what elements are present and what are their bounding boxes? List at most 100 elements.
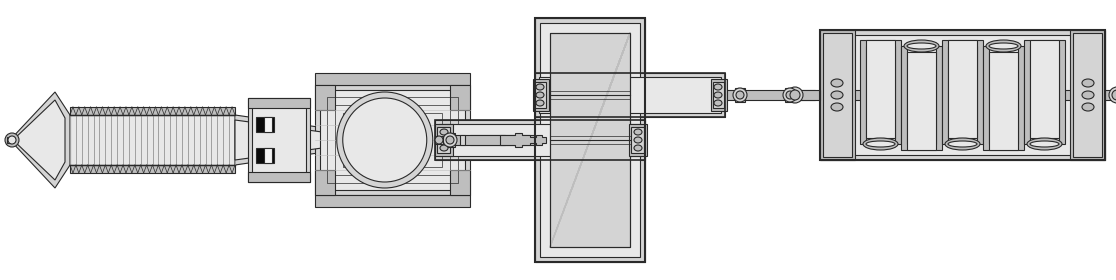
Ellipse shape [989,43,1018,49]
Ellipse shape [446,136,454,144]
Ellipse shape [987,40,1021,52]
Bar [439,124,641,156]
Bar [820,90,1105,100]
Bar [1105,90,1116,100]
Bar [327,97,458,183]
Bar [437,127,450,153]
Ellipse shape [714,92,722,98]
Bar [264,148,272,163]
Polygon shape [989,52,1018,150]
Bar [315,73,470,85]
Bar [735,88,745,102]
Bar [70,107,235,115]
Bar [248,172,310,182]
Ellipse shape [831,79,843,87]
Bar [539,77,721,113]
Bar [256,117,275,132]
Polygon shape [500,133,546,147]
Ellipse shape [536,84,543,90]
Ellipse shape [1112,90,1116,100]
Ellipse shape [947,141,976,147]
Bar [540,23,639,257]
Ellipse shape [443,133,456,147]
Polygon shape [942,40,983,144]
Ellipse shape [831,91,843,99]
Ellipse shape [735,91,744,99]
Bar [248,98,310,182]
Bar [315,170,335,195]
Bar [315,85,470,195]
Polygon shape [235,120,323,160]
Polygon shape [235,115,325,165]
Ellipse shape [440,137,448,143]
Ellipse shape [337,92,433,188]
Ellipse shape [634,129,642,135]
Ellipse shape [714,100,722,106]
Polygon shape [866,40,895,138]
Bar [315,85,335,110]
Bar [6,136,12,144]
Polygon shape [983,46,1024,150]
Bar [820,30,855,160]
Bar [535,82,546,108]
Polygon shape [901,46,942,150]
Ellipse shape [714,84,722,90]
Bar [70,115,235,165]
Bar [470,135,506,145]
Bar [711,79,727,111]
Polygon shape [13,100,65,180]
Bar [825,35,1100,155]
Ellipse shape [866,141,895,147]
Bar [820,30,1105,160]
Ellipse shape [733,88,747,102]
Bar [535,18,645,262]
Bar [550,33,631,247]
Bar [435,120,645,160]
Bar [252,102,306,178]
Ellipse shape [907,43,936,49]
Bar [248,98,310,108]
Polygon shape [10,92,70,188]
Ellipse shape [4,133,19,147]
Bar [533,79,549,111]
Bar [450,170,470,195]
Bar [506,136,514,144]
Ellipse shape [634,145,642,151]
Ellipse shape [863,138,898,150]
Bar [631,127,644,153]
Bar [795,90,820,100]
Ellipse shape [786,91,793,99]
Ellipse shape [790,90,800,100]
Bar [535,73,725,117]
Bar [820,30,1105,160]
Bar [1072,33,1101,157]
Ellipse shape [1083,103,1094,111]
Bar [435,135,535,145]
Bar [435,136,443,144]
Bar [256,148,275,163]
Ellipse shape [904,40,939,52]
Polygon shape [907,52,936,150]
Ellipse shape [440,129,448,135]
Polygon shape [860,40,901,144]
Ellipse shape [1109,87,1116,103]
Bar [7,137,11,143]
Bar [535,73,725,117]
Polygon shape [947,40,976,138]
Ellipse shape [536,92,543,98]
Bar [335,105,450,175]
Bar [460,135,465,145]
Bar [70,165,235,173]
Bar [264,117,272,132]
Ellipse shape [1083,91,1094,99]
Ellipse shape [634,137,642,143]
Ellipse shape [787,87,804,103]
Bar [785,88,795,102]
Bar [1070,30,1105,160]
Bar [343,113,442,167]
Ellipse shape [435,136,443,144]
Bar [320,90,465,190]
Ellipse shape [783,88,797,102]
Ellipse shape [536,100,543,106]
Ellipse shape [440,145,448,151]
